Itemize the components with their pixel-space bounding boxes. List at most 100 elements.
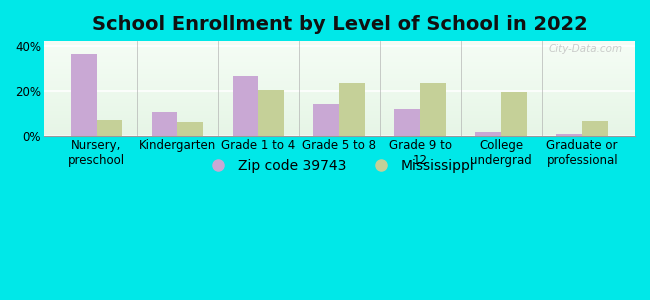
Bar (44, 57, 635, 58)
Bar (44, 64, 635, 65)
Legend: Zip code 39743, Mississippi: Zip code 39743, Mississippi (199, 153, 480, 178)
Bar (44, 98, 635, 99)
Bar (44, 119, 635, 120)
Bar (44, 123, 635, 124)
Bar (44, 108, 635, 109)
Bar (44, 78, 635, 79)
Bar (177, 122, 203, 136)
Bar (44, 121, 635, 122)
Bar (44, 90, 635, 91)
Text: City-Data.com: City-Data.com (549, 44, 623, 54)
Bar (556, 134, 582, 136)
Bar (44, 126, 635, 127)
Bar (44, 52, 635, 53)
Bar (44, 80, 635, 81)
Bar (44, 95, 635, 96)
Bar (44, 97, 635, 98)
Bar (44, 75, 635, 76)
Bar (44, 92, 635, 93)
Bar (44, 110, 635, 111)
Bar (44, 128, 635, 129)
Bar (44, 87, 635, 88)
Bar (44, 68, 635, 69)
Bar (44, 60, 635, 61)
Bar (44, 131, 635, 132)
Bar (151, 112, 177, 136)
Bar (44, 132, 635, 133)
Bar (44, 82, 635, 83)
Bar (44, 76, 635, 77)
Bar (44, 107, 635, 108)
Bar (44, 122, 635, 123)
Bar (44, 118, 635, 119)
Bar (44, 45, 635, 46)
Bar (44, 106, 635, 107)
Bar (44, 77, 635, 78)
Bar (44, 91, 635, 92)
Bar (44, 58, 635, 59)
Bar (44, 101, 635, 102)
Bar (44, 71, 635, 72)
Bar (44, 127, 635, 128)
Bar (44, 102, 635, 103)
Bar (44, 89, 635, 90)
Bar (44, 130, 635, 131)
Bar (44, 105, 635, 106)
Bar (44, 41, 635, 42)
Bar (44, 50, 635, 51)
Bar (44, 48, 635, 49)
Bar (44, 51, 635, 52)
Bar (44, 59, 635, 60)
Bar (395, 109, 421, 136)
Bar (44, 67, 635, 68)
Bar (44, 135, 635, 136)
Bar (44, 111, 635, 112)
Bar (44, 56, 635, 57)
Bar (44, 44, 635, 45)
Bar (44, 115, 635, 116)
Bar (44, 120, 635, 121)
Bar (44, 42, 635, 43)
Bar (44, 88, 635, 89)
Bar (44, 125, 635, 126)
Bar (97, 120, 122, 136)
Bar (44, 55, 635, 56)
Bar (44, 43, 635, 44)
Bar (44, 46, 635, 47)
Bar (44, 49, 635, 50)
Bar (44, 133, 635, 134)
Bar (44, 114, 635, 115)
Bar (44, 116, 635, 117)
Bar (44, 62, 635, 63)
Bar (44, 113, 635, 114)
Bar (44, 79, 635, 80)
Bar (313, 104, 339, 136)
Bar (44, 85, 635, 87)
Bar (44, 117, 635, 118)
Bar (44, 74, 635, 75)
Bar (44, 65, 635, 66)
Bar (501, 92, 527, 136)
Bar (44, 103, 635, 105)
Bar (44, 84, 635, 85)
Bar (44, 100, 635, 101)
Bar (71, 53, 97, 136)
Bar (44, 66, 635, 67)
Bar (339, 83, 365, 136)
Bar (475, 132, 501, 136)
Bar (44, 109, 635, 110)
Bar (44, 96, 635, 97)
Bar (44, 112, 635, 113)
Bar (44, 72, 635, 73)
Title: School Enrollment by Level of School in 2022: School Enrollment by Level of School in … (92, 15, 587, 34)
Bar (44, 63, 635, 64)
Bar (44, 134, 635, 135)
Bar (44, 83, 635, 84)
Bar (233, 76, 259, 136)
Bar (44, 81, 635, 82)
Bar (259, 90, 284, 136)
Bar (44, 99, 635, 100)
Bar (44, 124, 635, 125)
Bar (421, 83, 447, 136)
Bar (582, 121, 608, 136)
